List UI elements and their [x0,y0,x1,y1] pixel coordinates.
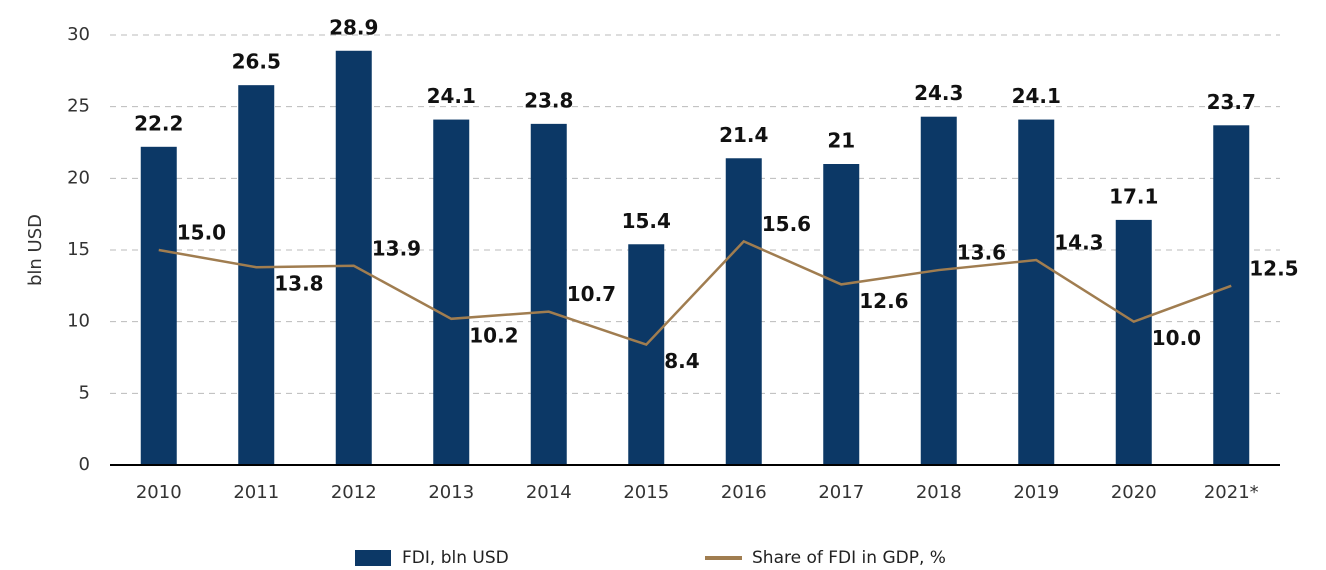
y-tick-label: 5 [79,382,90,403]
x-tick-label: 2012 [331,482,377,503]
line-value-label: 15.0 [177,221,226,245]
x-tick-label: 2010 [136,482,182,503]
line-value-label: 12.5 [1249,256,1298,280]
line-value-label: 13.9 [372,236,421,260]
line-value-label: 12.6 [859,289,908,313]
legend-swatch [355,550,391,566]
x-tick-label: 2021* [1204,482,1259,503]
bar [1018,119,1055,466]
line [158,239,1232,347]
legend-label: Share of FDI in GDP, % [752,548,946,568]
x-tick-label: 2014 [526,482,572,503]
line-value-label: 15.6 [762,212,811,236]
bar [238,85,275,466]
x-tick-label: 2011 [233,482,279,503]
y-tick-label: 10 [67,311,90,332]
bar [823,164,860,465]
line-value-label: 10.0 [1152,326,1201,350]
y-tick-label: 25 [67,96,90,117]
x-tick-label: 2019 [1013,482,1059,503]
bar-value-label: 24.3 [914,81,963,105]
line-value-label: 14.3 [1054,231,1103,255]
x-tick-label: 2020 [1111,482,1157,503]
bar [628,244,665,465]
x-tick-label: 2015 [623,482,669,503]
line-value-label: 13.6 [957,241,1006,265]
bar-value-label: 21 [827,129,855,153]
bar [1115,219,1152,465]
bar-value-label: 21.4 [719,123,768,147]
bar-value-label: 15.4 [622,209,671,233]
bar [1213,125,1250,466]
line-value-label: 10.2 [469,323,518,347]
legend-label: FDI, bln USD [402,548,509,568]
bar-value-label: 28.9 [329,15,378,39]
bar-value-label: 24.1 [1012,84,1061,108]
bar-value-label: 26.5 [232,50,281,74]
bar-value-label: 23.7 [1207,90,1256,114]
y-tick-label: 30 [67,24,90,45]
x-tick-label: 2018 [916,482,962,503]
bar [433,119,470,466]
y-tick-label: 20 [67,167,90,188]
line-value-label: 8.4 [664,349,699,373]
x-tick-label: 2017 [818,482,864,503]
y-axis-label: bln USD [25,214,46,286]
y-tick-label: 15 [67,239,90,260]
bar-value-label: 17.1 [1109,184,1158,208]
bar [530,123,567,465]
bar-value-label: 23.8 [524,88,573,112]
bar [725,158,762,465]
line-value-label: 13.8 [274,272,323,296]
bar [140,146,177,466]
x-tick-label: 2016 [721,482,767,503]
line-value-label: 10.7 [567,282,616,306]
bar-value-label: 24.1 [427,84,476,108]
y-tick-label: 0 [79,454,90,475]
bar-value-label: 22.2 [134,111,183,135]
bar [335,50,372,466]
x-tick-label: 2013 [428,482,474,503]
bar [920,116,957,465]
